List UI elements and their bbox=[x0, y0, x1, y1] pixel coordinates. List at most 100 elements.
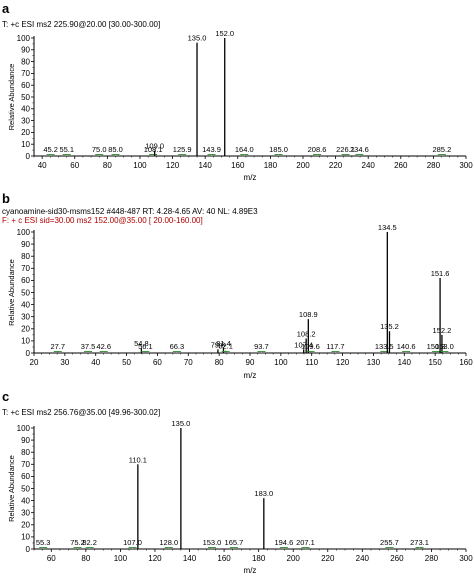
x-axis-label: m/z bbox=[244, 371, 257, 380]
x-tick-label: 120 bbox=[166, 161, 180, 170]
peak-label: 82.2 bbox=[82, 538, 97, 547]
y-tick-label: 0 bbox=[26, 545, 31, 554]
x-tick-label: 80 bbox=[103, 161, 112, 170]
y-tick-label: 80 bbox=[21, 252, 30, 261]
y-tick-label: 20 bbox=[21, 128, 30, 137]
x-tick-label: 280 bbox=[425, 554, 439, 563]
x-tick-label: 20 bbox=[30, 358, 39, 367]
peak-label: 134.5 bbox=[378, 223, 397, 232]
y-tick-label: 80 bbox=[21, 448, 30, 457]
x-tick-label: 120 bbox=[336, 358, 350, 367]
peak-label: 56.1 bbox=[138, 342, 153, 351]
peak-label: 255.7 bbox=[380, 538, 399, 547]
peak-label: 117.7 bbox=[326, 342, 344, 351]
peak-label: 208.6 bbox=[308, 145, 327, 154]
x-tick-label: 240 bbox=[356, 554, 370, 563]
peak-label: 133.5 bbox=[375, 342, 394, 351]
x-tick-label: 240 bbox=[362, 161, 376, 170]
y-tick-label: 10 bbox=[21, 533, 30, 542]
y-tick-label: 90 bbox=[21, 46, 30, 55]
y-axis-label: Relative Abundance bbox=[7, 259, 16, 326]
peak-label: 150.3 bbox=[427, 342, 446, 351]
peak-label: 128.0 bbox=[159, 538, 178, 547]
peak-label: 108.2 bbox=[297, 329, 316, 338]
y-tick-label: 50 bbox=[21, 484, 30, 493]
peak-label: 55.3 bbox=[36, 538, 51, 547]
x-tick-label: 40 bbox=[38, 161, 47, 170]
peak-label: 108.9 bbox=[299, 310, 318, 319]
x-tick-label: 160 bbox=[217, 554, 231, 563]
x-tick-label: 220 bbox=[321, 554, 335, 563]
x-tick-label: 80 bbox=[81, 554, 90, 563]
x-axis-label: m/z bbox=[244, 566, 257, 575]
peak-label: 183.0 bbox=[254, 489, 273, 498]
x-tick-label: 150 bbox=[428, 358, 442, 367]
x-tick-label: 110 bbox=[305, 358, 318, 367]
peak-label: 152.0 bbox=[215, 29, 234, 38]
x-tick-label: 60 bbox=[47, 554, 56, 563]
x-tick-label: 70 bbox=[184, 358, 193, 367]
peak-label: 194.6 bbox=[274, 538, 293, 547]
y-tick-label: 50 bbox=[21, 288, 30, 297]
y-tick-label: 0 bbox=[26, 349, 31, 358]
peak-label: 107.4 bbox=[294, 340, 313, 349]
header-line: F: + c ESI sid=30.00 ms2 152.00@35.00 [ … bbox=[2, 216, 203, 225]
x-tick-label: 60 bbox=[70, 161, 79, 170]
x-tick-label: 280 bbox=[427, 161, 441, 170]
y-tick-label: 100 bbox=[17, 228, 31, 237]
x-tick-label: 300 bbox=[459, 554, 473, 563]
x-tick-label: 60 bbox=[153, 358, 162, 367]
peak-label: 109.0 bbox=[145, 142, 164, 151]
peak-label: 153.0 bbox=[435, 342, 454, 351]
peak-label: 153.0 bbox=[203, 538, 222, 547]
peak-label: 207.1 bbox=[296, 538, 315, 547]
x-tick-label: 160 bbox=[231, 161, 245, 170]
peak-label: 54.8 bbox=[134, 339, 149, 348]
x-tick-label: 160 bbox=[459, 358, 473, 367]
x-tick-label: 200 bbox=[296, 161, 310, 170]
peak-label: 55.1 bbox=[59, 145, 74, 154]
x-tick-label: 130 bbox=[367, 358, 381, 367]
y-tick-label: 60 bbox=[21, 276, 30, 285]
x-tick-label: 50 bbox=[122, 358, 131, 367]
y-tick-label: 10 bbox=[21, 337, 30, 346]
x-tick-label: 220 bbox=[329, 161, 343, 170]
y-tick-label: 30 bbox=[21, 116, 30, 125]
y-tick-label: 0 bbox=[26, 152, 31, 161]
y-axis-label: Relative Abundance bbox=[7, 64, 16, 131]
y-tick-label: 100 bbox=[17, 34, 31, 43]
peak-label: 107.0 bbox=[123, 538, 142, 547]
peak-label: 140.6 bbox=[397, 342, 416, 351]
peak-label: 82.1 bbox=[218, 342, 233, 351]
peak-label: 75.2 bbox=[70, 538, 85, 547]
spectrum-panel-c: c T: +c ESI ms2 256.76@35.00 [49.96-300.0… bbox=[2, 389, 473, 575]
y-tick-label: 80 bbox=[21, 57, 30, 66]
peak-label: 66.3 bbox=[170, 342, 185, 351]
peak-label: 75.0 bbox=[92, 145, 107, 154]
peak-label: 42.6 bbox=[96, 342, 111, 351]
peak-label: 151.6 bbox=[431, 269, 450, 278]
y-tick-label: 70 bbox=[21, 69, 30, 78]
y-tick-label: 20 bbox=[21, 325, 30, 334]
header-line: T: +c ESI ms2 225.90@20.00 [30.00-300.00… bbox=[2, 20, 160, 29]
y-axis-label: Relative Abundance bbox=[7, 455, 16, 522]
header-line: cyanoamine-sid30-msms152 #448-487 RT: 4.… bbox=[2, 207, 258, 216]
peak-label: 135.2 bbox=[380, 322, 399, 331]
x-tick-label: 100 bbox=[274, 358, 288, 367]
x-axis-label: m/z bbox=[244, 173, 257, 182]
panel-letter: b bbox=[2, 191, 10, 206]
x-tick-label: 200 bbox=[287, 554, 301, 563]
y-tick-label: 100 bbox=[17, 424, 31, 433]
x-tick-label: 140 bbox=[398, 358, 412, 367]
peak-label: 110.1 bbox=[129, 455, 147, 464]
x-tick-label: 260 bbox=[394, 161, 408, 170]
peak-label: 226.1 bbox=[336, 145, 355, 154]
y-tick-label: 30 bbox=[21, 313, 30, 322]
peak-label: 45.2 bbox=[43, 145, 58, 154]
peak-label: 85.0 bbox=[108, 145, 123, 154]
peak-label: 37.5 bbox=[81, 342, 96, 351]
y-tick-label: 60 bbox=[21, 81, 30, 90]
x-tick-label: 260 bbox=[390, 554, 404, 563]
panel-letter: a bbox=[2, 1, 10, 16]
